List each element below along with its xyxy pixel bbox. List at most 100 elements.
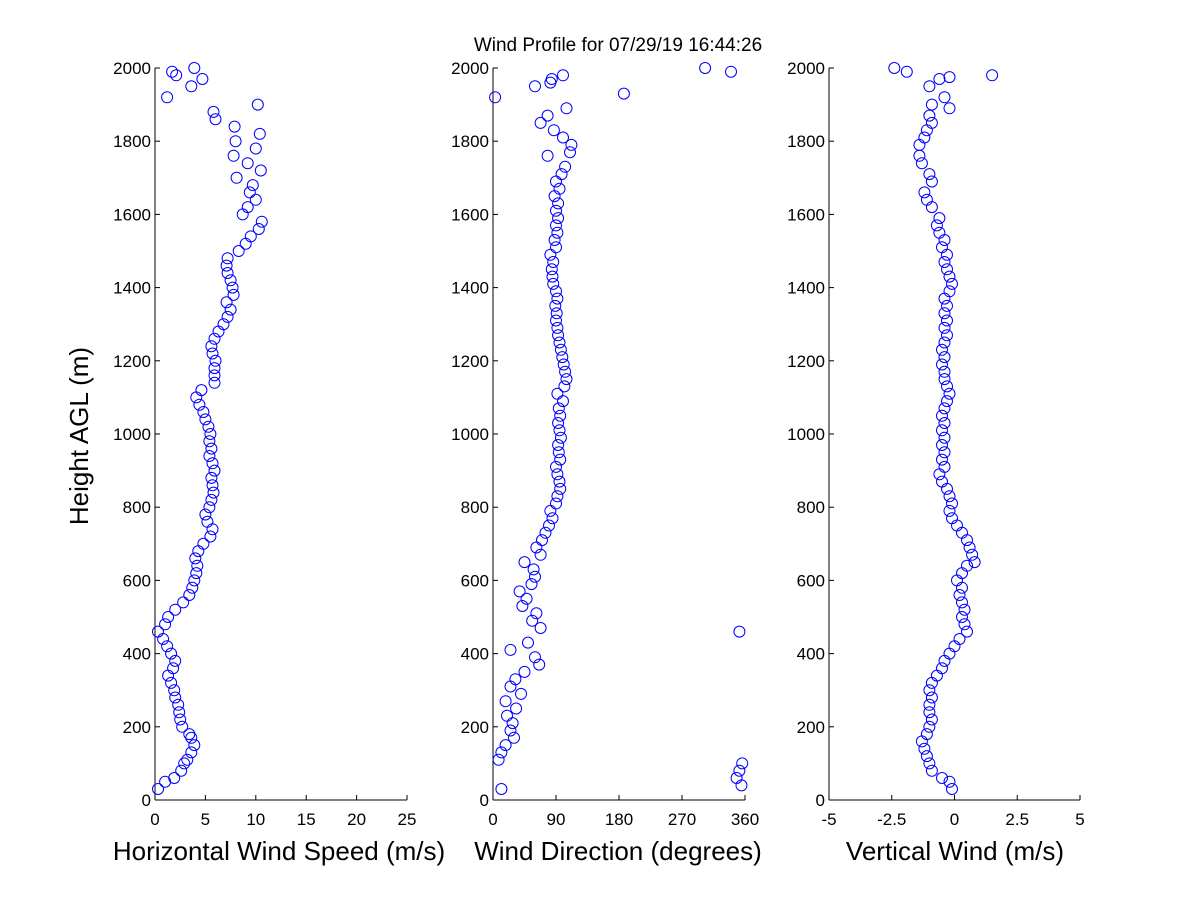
panel-1-data-point xyxy=(489,91,502,104)
panel-0-data-point xyxy=(199,508,212,521)
panel-0-data-point xyxy=(208,464,221,477)
panel-1-data-point xyxy=(550,219,562,232)
vertical-wind-panel: Vertical Wind (m/s) -5 -2.5 0 2.5 5 0 200 400 60… xyxy=(787,59,1085,866)
panel-1-data-point xyxy=(565,138,578,151)
panel-1-data-point xyxy=(534,548,547,561)
panel-2-data-point xyxy=(918,742,931,755)
panel-2-y-tick-label: 1600 xyxy=(787,205,825,224)
panel-2-data-point xyxy=(923,720,936,733)
panel-0-data-point xyxy=(169,654,182,667)
panel-1-data-point xyxy=(550,497,562,510)
panel-1-data-point xyxy=(510,702,523,715)
panel-0-y-tick-label: 200 xyxy=(123,718,151,737)
panel-0-data-point xyxy=(186,581,199,594)
panel-0-data-point xyxy=(251,98,264,111)
panel-1-y-tick-label: 1200 xyxy=(451,352,489,371)
panel-2-data-point xyxy=(958,618,971,631)
panel-0-x-tick-label: 20 xyxy=(347,810,366,829)
panel-1-data-point xyxy=(547,277,560,290)
panel-2-data-point xyxy=(941,299,953,312)
panel-2-data-point xyxy=(933,212,946,225)
panel-0-data-point xyxy=(178,757,191,770)
panel-1-data-point xyxy=(522,636,534,649)
panel-0-data-point xyxy=(203,501,216,514)
panel-0-data-point xyxy=(228,120,241,133)
panel-2-y-tick-label: 800 xyxy=(797,498,825,517)
panel-1-data-point xyxy=(551,468,564,481)
panel-0-data-point xyxy=(230,171,243,184)
panel-1-data-point xyxy=(553,475,566,488)
panel-1-data-point xyxy=(515,687,527,700)
panel-1-data-point xyxy=(520,592,533,605)
panel-1-data-point xyxy=(495,783,508,795)
panel-0-y-tick-label: 1800 xyxy=(113,132,151,151)
panel-1-data-point xyxy=(733,625,746,638)
panel-0-data-point xyxy=(170,69,183,82)
panel-2-data-point xyxy=(920,193,933,206)
panel-0-x-tick-label: 25 xyxy=(398,810,417,829)
panel-1-data-point xyxy=(552,212,565,225)
panel-0-data-point xyxy=(205,493,218,506)
panel-2-x-tick-label: 0 xyxy=(950,810,959,829)
panel-2-data-point xyxy=(936,475,948,488)
panel-0-data-point xyxy=(177,596,190,609)
panel-2-data-point xyxy=(918,131,931,144)
panel-1-data-point xyxy=(552,329,565,342)
panel-1-y-tick-label: 2000 xyxy=(451,59,489,78)
panel-0-data-point xyxy=(204,428,217,440)
panel-1-data-point xyxy=(550,314,562,327)
panel-0-data-point xyxy=(206,457,219,470)
panel-1-data-point xyxy=(557,358,570,371)
panel-2-data-point xyxy=(938,256,951,268)
panel-1-data-point xyxy=(495,746,508,759)
panel-2-data-point xyxy=(900,65,913,78)
panel-2-data-point xyxy=(920,728,933,741)
panel-1-data-point xyxy=(556,351,569,364)
panel-2-data-point xyxy=(936,424,948,437)
panel-0-data-point xyxy=(201,515,214,528)
panel-0-data-point xyxy=(229,135,242,148)
panel-0-data-point xyxy=(249,193,262,206)
panel-0-y-tick-label: 2000 xyxy=(113,59,151,78)
panel-2-data-point xyxy=(943,775,956,788)
panel-2-data-point xyxy=(933,73,946,85)
panel-0-data-point xyxy=(208,376,221,389)
panel-1-data-point xyxy=(725,65,737,78)
panel-0-data-point xyxy=(197,406,210,418)
panel-2-data-point xyxy=(925,98,938,111)
panel-1-y-tick-label: 1600 xyxy=(451,205,489,224)
panel-2-data-point xyxy=(936,772,948,784)
panel-1-data-point xyxy=(551,490,564,503)
panel-0-data-point xyxy=(165,647,178,660)
panel-0-data-point xyxy=(241,201,254,214)
panel-1-data-point xyxy=(541,109,554,122)
panel-1-data-point xyxy=(529,651,541,664)
panel-2-data-point xyxy=(923,684,936,697)
panel-2-data-point xyxy=(938,402,951,415)
panel-2-data-point xyxy=(915,157,928,170)
panel-2-data-point xyxy=(943,102,956,115)
panel-0-data-point xyxy=(205,471,218,484)
panel-2-data-point xyxy=(941,263,953,276)
panel-0-data-point xyxy=(220,296,233,309)
panel-1-data-point xyxy=(499,739,512,752)
panel-2-data-point xyxy=(963,541,976,554)
panel-0-data-point xyxy=(207,105,220,118)
panel-0-data-point xyxy=(221,310,234,323)
panel-0-y-tick-label: 800 xyxy=(123,498,151,517)
panel-1-y-tick-label: 1800 xyxy=(451,132,489,151)
panel-2-data-point xyxy=(938,446,951,459)
panel-1-data-point xyxy=(546,512,559,525)
panel-1-data-point xyxy=(550,204,562,217)
panel-2-y-tick-label: 200 xyxy=(797,718,825,737)
panel-1-data-point xyxy=(564,146,576,159)
panel-1-data-point xyxy=(552,402,565,415)
panel-1-data-point xyxy=(699,62,712,74)
panel-2-data-point xyxy=(923,109,936,122)
panel-2-x-tick-label: -2.5 xyxy=(877,810,906,829)
panel-2-data-point xyxy=(938,307,951,320)
panel-0-data-point xyxy=(193,398,206,411)
panel-0-y-tick-label: 400 xyxy=(123,645,151,664)
panel-0-data-point xyxy=(190,567,203,580)
panel-0-x-tick-label: 10 xyxy=(246,810,265,829)
